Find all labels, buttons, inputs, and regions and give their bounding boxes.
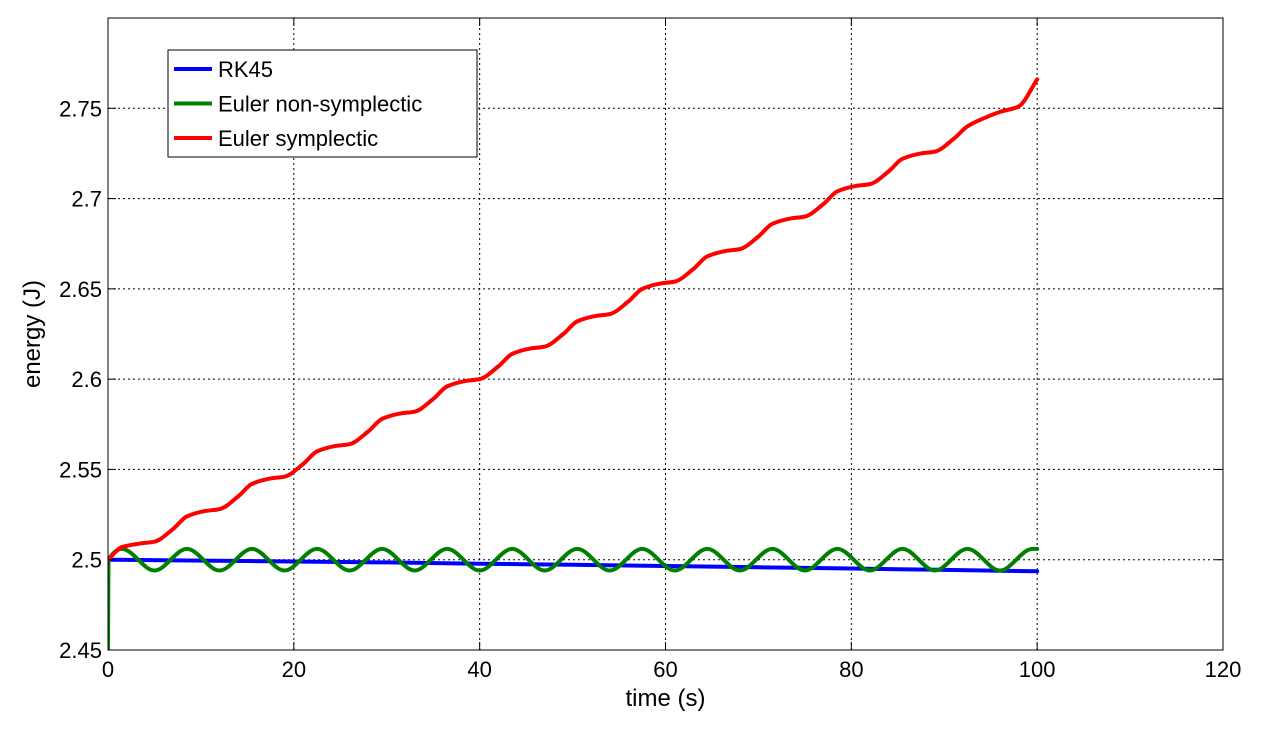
ticks-layer: 0 20 40 60 80 100 120 2.45 2.5 2.55 2.6 2.65 2.7 2.75 bbox=[59, 18, 1241, 682]
series-line-euler-non-symplectic bbox=[108, 546, 1040, 650]
x-tick-label: 0 bbox=[102, 657, 114, 682]
x-tick-label: 100 bbox=[1019, 657, 1056, 682]
y-tick-label: 2.55 bbox=[59, 457, 102, 482]
x-tick-label: 120 bbox=[1205, 657, 1242, 682]
x-tick-label: 60 bbox=[653, 657, 677, 682]
x-tick-label: 80 bbox=[839, 657, 863, 682]
series-layer bbox=[108, 77, 1040, 650]
legend-box bbox=[167, 49, 478, 158]
y-tick-label: 2.45 bbox=[59, 638, 102, 663]
y-tick-label: 2.75 bbox=[59, 96, 102, 121]
x-axis-label: time (s) bbox=[626, 685, 706, 712]
legend-label: Euler non-symplectic bbox=[218, 92, 422, 117]
series-line-euler-symplectic bbox=[108, 77, 1040, 562]
y-tick-label: 2.5 bbox=[71, 548, 102, 573]
x-tick-label: 20 bbox=[282, 657, 306, 682]
y-axis-label: energy (J) bbox=[19, 280, 46, 388]
legend-label: RK45 bbox=[218, 57, 273, 82]
y-tick-label: 2.7 bbox=[71, 187, 102, 212]
y-tick-label: 2.65 bbox=[59, 277, 102, 302]
y-tick-label: 2.6 bbox=[71, 367, 102, 392]
x-tick-label: 40 bbox=[467, 657, 491, 682]
legend: RK45 Euler non-symplectic Euler symplectic bbox=[167, 49, 478, 158]
legend-label: Euler symplectic bbox=[218, 126, 378, 151]
series-line-rk45 bbox=[108, 557, 1040, 574]
